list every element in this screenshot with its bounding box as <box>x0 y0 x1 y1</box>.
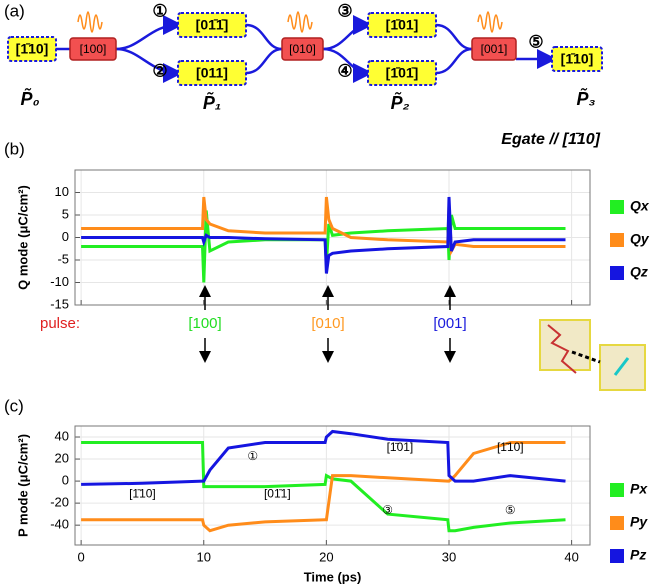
pulse-name: [100] <box>188 315 221 332</box>
y-tick-label: 20 <box>55 450 69 465</box>
state-node <box>177 60 247 86</box>
node-label: [010] <box>289 42 316 56</box>
y-tick-label: -20 <box>50 495 69 510</box>
state-node <box>7 36 57 62</box>
y-axis-label: Q mode (μC/cm²) <box>15 185 30 290</box>
annotation: ① <box>247 449 258 463</box>
node-label: [1̄01] <box>386 17 419 33</box>
annotation: ③ <box>382 503 393 517</box>
state-node <box>367 60 437 86</box>
y-tick-label: 40 <box>55 428 69 443</box>
annotation: [1̄10] <box>129 486 156 500</box>
panel-label: (c) <box>4 396 24 415</box>
annotation: [1̄01] <box>387 440 414 454</box>
panel-label: (b) <box>4 139 25 158</box>
pulse-label: pulse: <box>40 315 80 332</box>
node-label: [1̄10] <box>16 41 49 57</box>
annotation: [1̄10] <box>497 440 524 454</box>
inset <box>539 319 646 391</box>
panel-label: (a) <box>4 1 25 20</box>
step-number: ① <box>152 1 167 20</box>
x-tick-label: 30 <box>442 549 456 564</box>
step-number: ⑤ <box>528 32 543 51</box>
y-axis-label: P mode (μC/cm²) <box>15 434 30 537</box>
state-label: P̃₁ <box>203 91 221 113</box>
node-label: [1̄10] <box>561 51 594 67</box>
pulse-node <box>69 37 117 61</box>
x-tick-label: 20 <box>319 549 333 564</box>
y-tick-label: 10 <box>55 184 69 199</box>
series-line <box>81 441 566 533</box>
y-tick-label: 0 <box>62 229 69 244</box>
x-tick-label: 10 <box>197 549 211 564</box>
legend-swatch <box>610 266 624 280</box>
y-tick-label: 0 <box>62 473 69 488</box>
state-label: P̃₂ <box>391 91 410 113</box>
node-label: [1̄01̄] <box>386 65 419 81</box>
pulse-name: [001] <box>433 315 466 332</box>
legend-label: Px <box>630 481 648 497</box>
legend-label: Qz <box>630 264 648 280</box>
x-axis-label: Time (ps) <box>304 569 362 584</box>
legend-swatch <box>610 549 624 563</box>
step-number: ③ <box>337 1 352 20</box>
annotation: ⑤ <box>505 503 516 517</box>
diagram-connectors <box>56 15 557 83</box>
plot-frame <box>74 425 591 546</box>
legend-swatch <box>610 233 624 247</box>
node-label: [001] <box>481 42 508 56</box>
pulse-name: [010] <box>311 315 344 332</box>
series-line <box>81 196 566 257</box>
series-line <box>81 196 566 274</box>
plot-frame <box>74 169 591 306</box>
x-tick-label: 40 <box>564 549 578 564</box>
series-line <box>81 429 566 486</box>
y-tick-label: -40 <box>50 517 69 532</box>
step-number: ④ <box>337 61 352 80</box>
step-number: ② <box>152 61 167 80</box>
legend-label: Pz <box>630 547 646 563</box>
legend-label: Py <box>630 514 648 530</box>
state-node <box>367 12 437 38</box>
legend-label: Qx <box>630 198 650 214</box>
legend-swatch <box>610 200 624 214</box>
node-label: [01̄1̄] <box>196 17 229 33</box>
y-tick-label: -5 <box>57 251 69 266</box>
y-tick-label: -10 <box>50 274 69 289</box>
state-node <box>177 12 247 38</box>
state-label: P̃₀ <box>20 87 39 109</box>
legend-swatch <box>610 516 624 530</box>
legend-label: Qy <box>630 231 650 247</box>
pulse-wiggles <box>77 11 503 33</box>
state-node <box>551 46 603 72</box>
x-tick-label: 0 <box>78 549 85 564</box>
y-tick-label: -15 <box>50 296 69 311</box>
node-label: [011] <box>196 65 228 81</box>
y-tick-label: 5 <box>62 206 69 221</box>
state-label: P̃₃ <box>576 87 595 109</box>
pulse-node <box>281 37 324 61</box>
pulse-node <box>471 37 517 61</box>
legend-swatch <box>610 483 624 497</box>
series-line <box>81 210 566 283</box>
annotation: [01̄1] <box>264 486 291 500</box>
node-label: [100] <box>80 42 107 56</box>
field-label: Egate // [1̄10] <box>501 131 600 148</box>
